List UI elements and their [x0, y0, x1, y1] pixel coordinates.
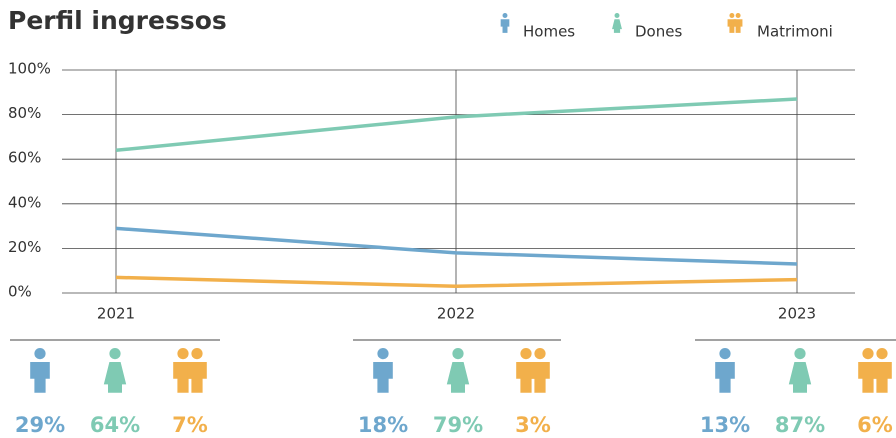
value-label: 29%: [15, 413, 65, 437]
panel-icon: [788, 348, 812, 393]
icon-body: [446, 362, 470, 393]
panel-icon: [858, 348, 892, 393]
icon-head: [109, 348, 121, 360]
icon-body: [612, 19, 622, 33]
series-line: [115, 97, 798, 153]
value-label: 3%: [515, 413, 551, 437]
icon-head: [614, 13, 620, 18]
icon-body: [733, 19, 743, 33]
icon-body: [103, 362, 127, 393]
legend-item: Matrimoni: [727, 13, 833, 41]
y-tick-label: 20%: [8, 238, 41, 256]
y-tick-label: 60%: [8, 149, 41, 167]
value-label: 64%: [90, 413, 140, 437]
x-tick-label: 2023: [778, 305, 816, 323]
series-line: [115, 275, 798, 289]
value-label: 13%: [700, 413, 750, 437]
value-label: 79%: [433, 413, 483, 437]
icon-head: [377, 348, 389, 360]
icon-head: [794, 348, 806, 360]
icon-body: [715, 362, 735, 393]
series-line: [115, 226, 798, 266]
panel-icon: [446, 348, 470, 393]
icon-head: [177, 348, 189, 360]
icon-head: [452, 348, 464, 360]
icon-head: [191, 348, 203, 360]
icon-head: [34, 348, 46, 360]
value-label: 87%: [775, 413, 825, 437]
icon-body: [500, 19, 510, 33]
icon-body: [872, 362, 892, 393]
panel-icon: [715, 348, 735, 393]
legend-item: Homes: [500, 13, 575, 41]
icon-body: [788, 362, 812, 393]
value-label: 6%: [857, 413, 893, 437]
value-label: 7%: [172, 413, 208, 437]
icon-body: [373, 362, 393, 393]
legend-label: Dones: [635, 23, 682, 41]
chart-title: Perfil ingressos: [8, 6, 227, 35]
legend-label: Matrimoni: [757, 23, 833, 41]
y-tick-label: 0%: [8, 283, 32, 301]
value-label: 18%: [358, 413, 408, 437]
y-tick-label: 100%: [8, 60, 51, 78]
x-tick-label: 2021: [97, 305, 135, 323]
icon-head: [502, 13, 508, 18]
panel-icon: [373, 348, 393, 393]
x-tick-label: 2022: [437, 305, 475, 323]
panel-icon: [516, 348, 550, 393]
icon-body: [530, 362, 550, 393]
panel-icon: [30, 348, 50, 393]
icon-body: [30, 362, 50, 393]
icon-head: [862, 348, 874, 360]
icon-head: [520, 348, 532, 360]
panel-icon: [103, 348, 127, 393]
icon-head: [729, 13, 735, 18]
icon-head: [876, 348, 888, 360]
legend-item: Dones: [612, 13, 682, 41]
panel-icon: [173, 348, 207, 393]
icon-head: [719, 348, 731, 360]
icon-head: [534, 348, 546, 360]
icon-head: [735, 13, 741, 18]
y-tick-label: 40%: [8, 193, 41, 211]
icon-body: [187, 362, 207, 393]
legend-label: Homes: [523, 23, 575, 41]
y-tick-label: 80%: [8, 104, 41, 122]
